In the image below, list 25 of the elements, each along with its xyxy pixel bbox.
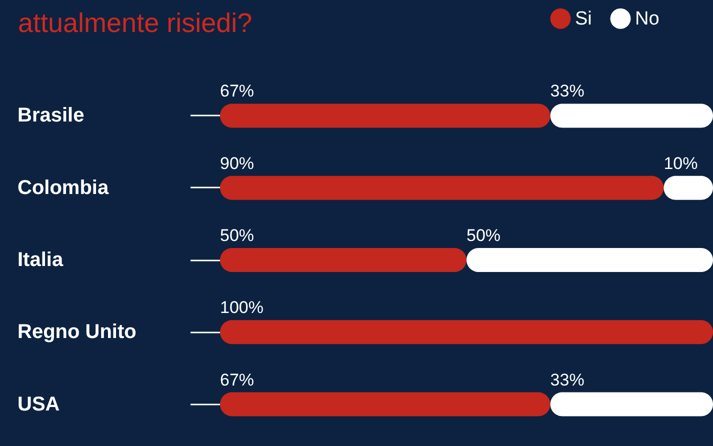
y-tick-label: Italia <box>18 249 64 271</box>
y-tick-label: Brasile <box>18 104 84 127</box>
bar <box>220 392 550 416</box>
data-label: 33% <box>550 82 584 101</box>
chart-title: attualmente risiedi? <box>18 8 252 39</box>
bar <box>220 176 664 200</box>
bar <box>550 104 713 128</box>
data-label: 90% <box>220 154 254 173</box>
data-label: 33% <box>550 370 584 390</box>
legend-label: Si <box>575 8 592 30</box>
bar <box>220 248 466 272</box>
bar <box>550 392 713 416</box>
data-label: 67% <box>220 370 254 390</box>
legend-label: No <box>635 8 660 30</box>
y-tick-label: Colombia <box>18 176 110 199</box>
data-label: 10% <box>664 154 698 173</box>
bar <box>220 104 550 128</box>
y-tick-label: Regno Unito <box>18 321 136 344</box>
bar <box>466 248 713 272</box>
y-tick-label: USA <box>18 393 60 416</box>
data-label: 50% <box>220 226 254 245</box>
data-label: 67% <box>220 82 254 101</box>
bar <box>220 320 713 344</box>
data-label: 50% <box>466 226 501 245</box>
data-label: 100% <box>220 298 264 318</box>
